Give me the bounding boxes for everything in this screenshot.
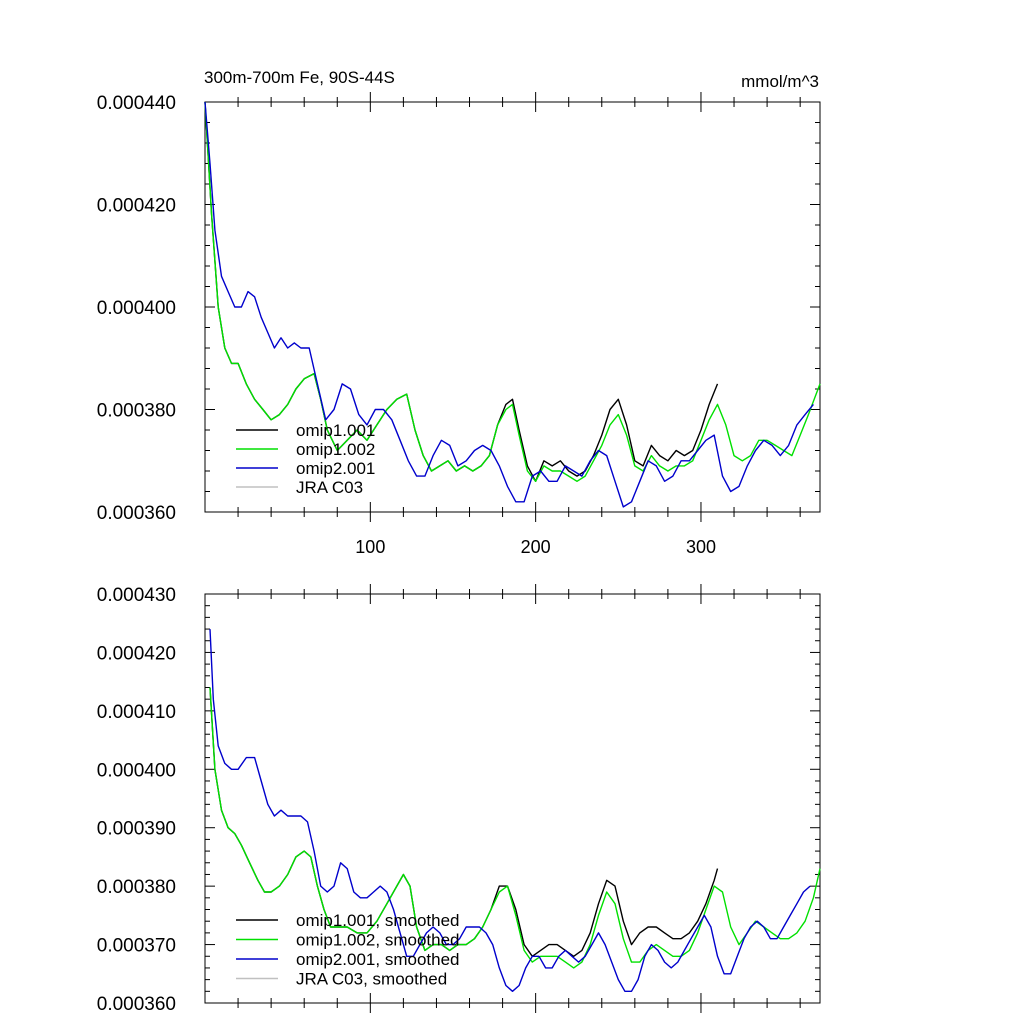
- y-tick-label: 0.000440: [97, 93, 176, 114]
- y-tick-label: 0.000420: [97, 643, 176, 664]
- series-line-2: [204, 101, 814, 508]
- y-tick-label: 0.000380: [97, 877, 176, 898]
- legend-label-2: omip2.001, smoothed: [296, 950, 460, 969]
- series-line-1: [204, 101, 821, 482]
- series-line-1: [209, 687, 821, 969]
- chart-title: 300m-700m Fe, 90S-44S: [204, 68, 395, 87]
- series-line-2: [209, 629, 811, 992]
- x-tick-label: 100: [355, 537, 385, 557]
- y-tick-label: 0.000400: [97, 760, 176, 781]
- legend-label-0: omip1.001, smoothed: [296, 911, 460, 930]
- plot-frame: [204, 593, 821, 1004]
- legend-label-1: omip1.002: [296, 440, 375, 459]
- chart-bottom: 0.000360 0.000370 0.000380 0.000390 0.000400…: [97, 584, 821, 1015]
- y-tick-label: 0.000420: [97, 196, 176, 217]
- y-tick-label: 0.000370: [97, 936, 176, 957]
- y-tick-label: 0.000390: [97, 819, 176, 840]
- x-tick-label: 200: [521, 537, 551, 557]
- x-tick-label: 300: [686, 537, 716, 557]
- legend-label-2: omip2.001: [296, 459, 375, 478]
- legend-label-3: JRA C03: [296, 478, 363, 497]
- chart-units: mmol/m^3: [741, 72, 819, 91]
- series-line-0: [209, 687, 719, 957]
- y-tick-label: 0.000380: [97, 401, 176, 422]
- legend-label-1: omip1.002, smoothed: [296, 931, 460, 950]
- y-tick-label: 0.000360: [97, 503, 176, 524]
- y-tick-label: 0.000360: [97, 994, 176, 1015]
- series-line-0: [204, 101, 719, 482]
- legend-label-0: omip1.001: [296, 421, 375, 440]
- legend-label-3: JRA C03, smoothed: [296, 970, 447, 989]
- chart-top: 300m-700m Fe, 90S-44S mmol/m^3 100 200 300…: [97, 68, 821, 557]
- y-tick-label: 0.000410: [97, 702, 176, 723]
- y-tick-label: 0.000400: [97, 298, 176, 319]
- y-tick-label: 0.000430: [97, 585, 176, 606]
